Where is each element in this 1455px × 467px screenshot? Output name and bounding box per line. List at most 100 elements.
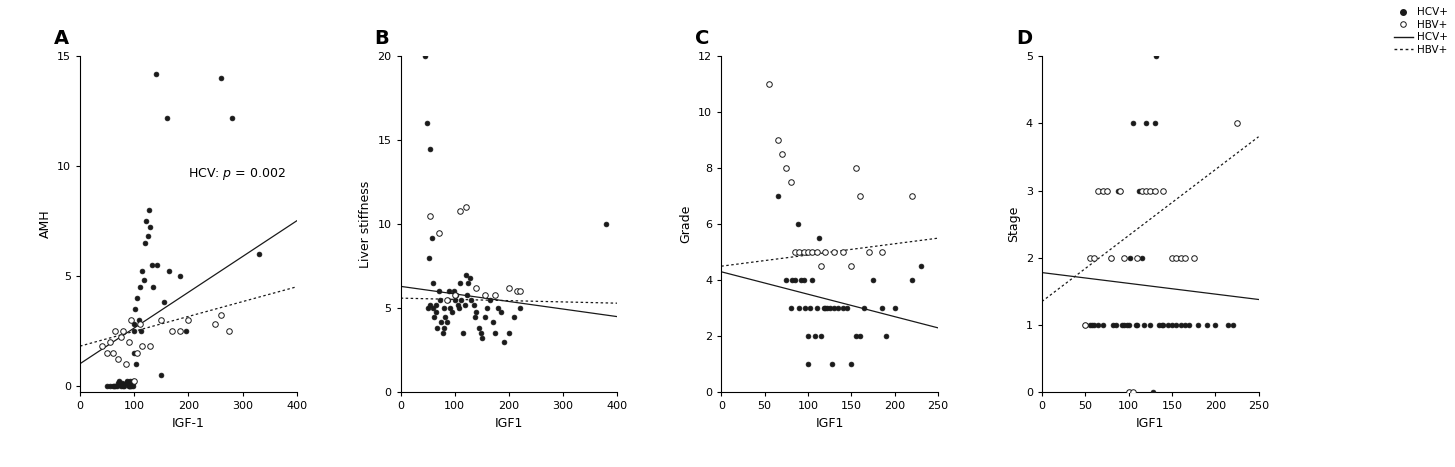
Point	[439, 304, 463, 312]
Point	[486, 304, 509, 312]
Point	[448, 304, 471, 312]
Point	[1074, 321, 1097, 329]
Point	[786, 220, 809, 228]
Point	[444, 296, 467, 304]
Point	[426, 229, 450, 236]
Point	[150, 316, 173, 324]
Point	[1221, 321, 1244, 329]
Point	[1145, 52, 1168, 60]
Point	[476, 304, 499, 312]
Point	[121, 382, 144, 389]
Point	[131, 342, 154, 350]
Point	[108, 377, 131, 385]
Point	[100, 349, 124, 356]
Point	[1091, 187, 1115, 194]
Point	[112, 327, 135, 334]
Point	[1132, 321, 1155, 329]
Point	[797, 304, 821, 312]
Point	[1078, 254, 1101, 262]
Point	[125, 349, 148, 356]
Point	[822, 248, 845, 256]
Point	[783, 248, 806, 256]
Point	[1173, 321, 1196, 329]
Point	[105, 382, 128, 389]
Point	[115, 360, 138, 368]
Point	[505, 288, 528, 295]
Point	[415, 120, 438, 127]
Point	[129, 327, 153, 334]
Point	[102, 382, 125, 389]
Point	[796, 333, 819, 340]
Point	[1087, 187, 1110, 194]
X-axis label: IGF1: IGF1	[495, 417, 524, 430]
Point	[1126, 321, 1149, 329]
Point	[1096, 187, 1119, 194]
Point	[448, 279, 471, 287]
Point	[111, 380, 134, 387]
Point	[469, 330, 492, 337]
Point	[448, 207, 471, 214]
Point	[122, 349, 146, 356]
Point	[473, 313, 496, 320]
Point	[1195, 321, 1218, 329]
Point	[1074, 321, 1097, 329]
Point	[774, 276, 797, 284]
Point	[419, 145, 442, 152]
Point	[106, 380, 129, 387]
Point	[247, 250, 271, 258]
Point	[1113, 321, 1136, 329]
Point	[122, 377, 146, 385]
Point	[1160, 321, 1183, 329]
Point	[774, 164, 797, 172]
Point	[450, 296, 473, 304]
Point	[765, 192, 789, 200]
Point	[831, 304, 854, 312]
Point	[127, 316, 150, 324]
Point	[1135, 120, 1158, 127]
Point	[861, 276, 885, 284]
Point	[451, 330, 474, 337]
Point	[422, 304, 445, 312]
Point	[100, 382, 124, 389]
Point	[844, 333, 867, 340]
Point	[1104, 321, 1128, 329]
Point	[508, 304, 531, 312]
Point	[434, 313, 457, 320]
Point	[1109, 187, 1132, 194]
Point	[1131, 187, 1154, 194]
Point	[805, 304, 828, 312]
Point	[482, 318, 505, 325]
Point	[870, 304, 893, 312]
Text: HCV: $p$ = 0.002: HCV: $p$ = 0.002	[188, 166, 287, 182]
Point	[1078, 321, 1101, 329]
Point	[813, 248, 837, 256]
Point	[96, 382, 119, 389]
Text: A: A	[54, 29, 70, 48]
Y-axis label: Grade: Grade	[679, 205, 693, 243]
Y-axis label: Stage: Stage	[1007, 206, 1020, 242]
Point	[870, 248, 893, 256]
Point	[1100, 254, 1123, 262]
Point	[132, 276, 156, 284]
Point	[874, 333, 898, 340]
Point	[1168, 321, 1192, 329]
Point	[210, 311, 233, 319]
Point	[1123, 321, 1147, 329]
Point	[429, 318, 453, 325]
Point	[485, 330, 508, 337]
Point	[805, 248, 828, 256]
Point	[1119, 254, 1142, 262]
Point	[124, 305, 147, 312]
Point	[426, 288, 450, 295]
Point	[103, 327, 127, 334]
Point	[790, 276, 813, 284]
Point	[119, 382, 143, 389]
Point	[489, 308, 512, 315]
X-axis label: IGF1: IGF1	[815, 417, 844, 430]
Point	[848, 192, 872, 200]
Point	[435, 296, 458, 304]
Point	[815, 304, 838, 312]
Point	[1128, 187, 1151, 194]
Point	[498, 330, 521, 337]
Point	[783, 276, 806, 284]
